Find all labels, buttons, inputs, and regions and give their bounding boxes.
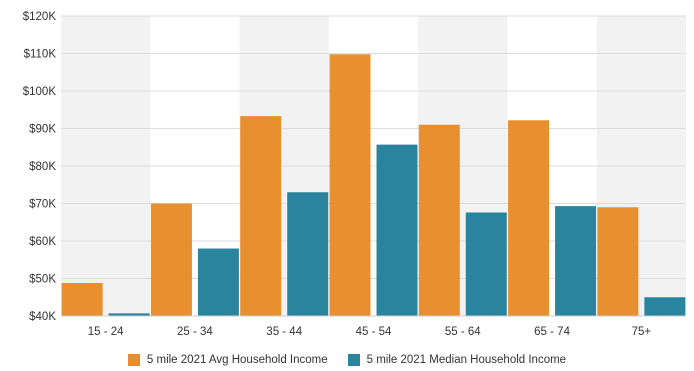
x-tick-label: 15 - 24 — [88, 326, 124, 338]
bar-avg-household-income[interactable] — [418, 124, 460, 316]
bar-median-household-income[interactable] — [555, 206, 597, 316]
legend-label-median: 5 mile 2021 Median Household Income — [366, 354, 567, 366]
y-axis-ticks: $40K $50K $60K $70K $80K $90K $100K $110K $120K — [23, 11, 57, 323]
bar-median-household-income[interactable] — [376, 144, 418, 316]
bar-avg-household-income[interactable] — [240, 116, 282, 316]
y-tick-label: $100K — [23, 86, 57, 98]
x-tick-label: 75+ — [632, 326, 652, 338]
y-tick-label: $120K — [23, 11, 57, 23]
bar-median-household-income[interactable] — [108, 313, 150, 316]
legend-label-avg: 5 mile 2021 Avg Household Income — [146, 354, 328, 366]
legend-swatch-avg — [127, 354, 140, 366]
x-axis-ticks: 15 - 24 25 - 34 35 - 44 45 - 54 55 - 64 65 - … — [61, 315, 686, 338]
y-tick-label: $50K — [29, 274, 56, 286]
y-tick-label: $110K — [24, 49, 57, 61]
bar-median-household-income[interactable] — [465, 212, 507, 317]
legend-item-avg[interactable]: 5 mile 2021 Avg Household Income — [127, 354, 328, 366]
x-tick-label: 45 - 54 — [356, 326, 392, 338]
x-tick-label: 25 - 34 — [177, 326, 213, 338]
bars — [61, 54, 686, 317]
bar-avg-household-income[interactable] — [508, 120, 550, 316]
bar-median-household-income[interactable] — [287, 192, 329, 316]
bar-avg-household-income[interactable] — [150, 203, 192, 317]
y-tick-label: $90K — [29, 124, 56, 136]
x-tick-label: 35 - 44 — [266, 326, 302, 338]
bar-median-household-income[interactable] — [197, 248, 239, 317]
legend-swatch-median — [347, 354, 360, 366]
bar-median-household-income[interactable] — [644, 297, 686, 316]
legend: 5 mile 2021 Avg Household Income 5 mile … — [0, 352, 694, 368]
y-tick-label: $70K — [29, 199, 56, 211]
x-tick-label: 65 - 74 — [534, 326, 570, 338]
bar-avg-household-income[interactable] — [329, 54, 371, 316]
x-tick-label: 55 - 64 — [445, 326, 481, 338]
legend-item-median[interactable]: 5 mile 2021 Median Household Income — [347, 354, 567, 366]
y-tick-label: $80K — [29, 161, 56, 173]
bar-avg-household-income[interactable] — [61, 283, 103, 316]
y-tick-label: $40K — [29, 311, 56, 323]
y-tick-label: $60K — [29, 236, 56, 248]
bar-chart: $40K$50K$60K$70K$80K$90K$100K$110K$120K … — [23, 11, 686, 338]
bar-avg-household-income[interactable] — [597, 207, 639, 316]
